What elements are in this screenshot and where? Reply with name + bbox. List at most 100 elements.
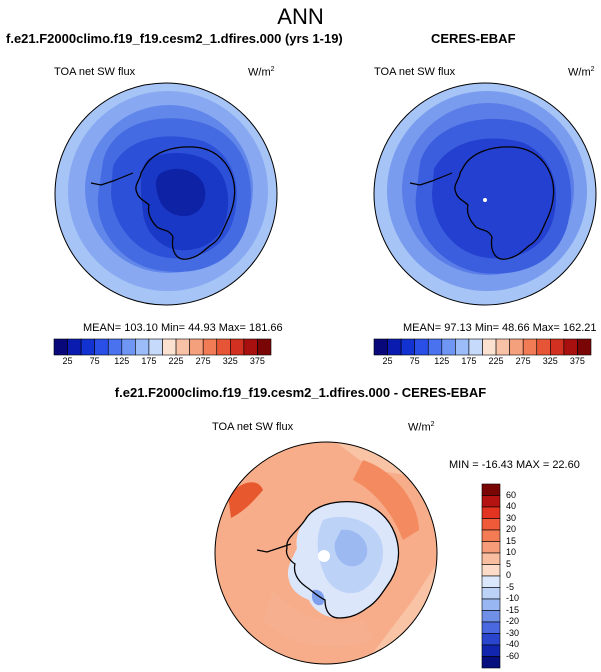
colorbar-tick-label: 375 [249, 356, 265, 366]
diff-variable-label: TOA net SW flux [212, 421, 294, 433]
colorbar-tick-label: 175 [461, 356, 477, 366]
colorbar-tick-label: -30 [506, 627, 520, 638]
diff-polar-map [214, 441, 438, 665]
obs-polar-map [373, 82, 597, 306]
colorbar-swatch [455, 338, 470, 356]
obs-colorbar [373, 338, 592, 356]
colorbar-swatch [481, 575, 501, 588]
colorbar-swatch [481, 541, 501, 554]
colorbar-tick-label: 325 [222, 356, 238, 366]
colorbar-swatch [563, 338, 578, 356]
colorbar-tick-label: -5 [506, 581, 515, 592]
colorbar-swatch [468, 338, 483, 356]
colorbar-tick-label: -15 [506, 604, 520, 615]
model-panel-title: f.e21.F2000climo.f19_f19.cesm2_1.dfires.… [6, 31, 343, 46]
colorbar-tick-label: 5 [506, 558, 512, 569]
colorbar-swatch [481, 483, 501, 496]
colorbar-tick-label: 25 [62, 356, 73, 366]
colorbar-tick-label: 125 [114, 356, 130, 366]
colorbar-swatch [481, 529, 501, 542]
colorbar-swatch [148, 338, 163, 356]
obs-variable-label: TOA net SW flux [374, 66, 456, 78]
colorbar-tick-label: 75 [89, 356, 100, 366]
colorbar-swatch [481, 495, 501, 508]
colorbar-swatch [216, 338, 231, 356]
obs-panel-title: CERES-EBAF [431, 31, 516, 46]
colorbar-swatch [481, 598, 501, 611]
colorbar-swatch [373, 338, 388, 356]
colorbar-tick-label: 275 [515, 356, 531, 366]
colorbar-tick-label: -60 [506, 650, 520, 661]
colorbar-swatch [536, 338, 551, 356]
colorbar-swatch [387, 338, 402, 356]
colorbar-tick-label: -40 [506, 639, 520, 649]
colorbar-swatch [481, 552, 501, 565]
colorbar-swatch [481, 644, 501, 657]
diff-panel-title: f.e21.F2000climo.f19_f19.cesm2_1.dfires.… [114, 385, 487, 400]
colorbar-swatch [67, 338, 82, 356]
model-variable-label: TOA net SW flux [54, 66, 136, 78]
colorbar-tick-label: -20 [506, 616, 520, 626]
colorbar-swatch [481, 587, 501, 600]
colorbar-swatch [121, 338, 136, 356]
colorbar-swatch [94, 338, 109, 356]
colorbar-tick-label: 125 [434, 356, 450, 366]
diff-colorbar-ticks: 60 40 30 20 15 10 5 0 -5 -10 -15 -20 -30 -40 -60 [506, 484, 536, 668]
colorbar-swatch [481, 633, 501, 646]
colorbar-swatch [162, 338, 177, 356]
colorbar-tick-label: 15 [506, 535, 517, 546]
colorbar-swatch [175, 338, 190, 356]
colorbar-tick-label: 10 [506, 547, 517, 557]
colorbar-swatch [482, 338, 497, 356]
colorbar-tick-label: 0 [506, 570, 512, 580]
diff-units-label: W/m2 [408, 421, 435, 434]
colorbar-swatch [107, 338, 123, 356]
colorbar-swatch [189, 338, 204, 356]
colorbar-swatch [80, 338, 95, 356]
colorbar-swatch [441, 338, 456, 356]
model-colorbar-ticks: 25 75 125 175 225 275 325 375 [54, 355, 271, 367]
colorbar-tick-label: 75 [409, 356, 420, 366]
diff-colorbar [481, 483, 501, 669]
colorbar-swatch [550, 338, 565, 356]
model-colorbar [53, 338, 272, 356]
colorbar-swatch [243, 338, 258, 356]
colorbar-tick-label: 375 [569, 356, 585, 366]
colorbar-swatch [414, 338, 429, 356]
colorbar-swatch [522, 338, 538, 356]
colorbar-tick-label: 60 [506, 489, 517, 500]
model-polar-map [54, 82, 278, 306]
colorbar-swatch [481, 518, 501, 531]
colorbar-swatch [495, 338, 510, 356]
colorbar-tick-label: 325 [542, 356, 558, 366]
colorbar-tick-label: 25 [382, 356, 393, 366]
page-title: ANN [277, 4, 324, 29]
colorbar-swatch [481, 564, 501, 577]
colorbar-swatch [481, 656, 501, 669]
colorbar-swatch [481, 506, 501, 519]
obs-stats: MEAN= 97.13 Min= 48.66 Max= 162.21 [403, 322, 597, 334]
model-stats: MEAN= 103.10 Min= 44.93 Max= 181.66 [83, 322, 283, 334]
colorbar-swatch [202, 338, 218, 356]
obs-colorbar-ticks: 25 75 125 175 225 275 325 375 [374, 355, 591, 367]
colorbar-tick-label: 225 [488, 356, 504, 366]
diff-stats: MIN = -16.43 MAX = 22.60 [449, 459, 580, 471]
colorbar-swatch [577, 338, 592, 356]
colorbar-swatch [427, 338, 443, 356]
colorbar-tick-label: 20 [506, 524, 517, 534]
colorbar-swatch [135, 338, 150, 356]
colorbar-tick-label: -10 [506, 593, 520, 603]
colorbar-tick-label: 30 [506, 512, 517, 523]
colorbar-swatch [257, 338, 272, 356]
colorbar-swatch [509, 338, 524, 356]
model-units-label: W/m2 [248, 66, 275, 79]
colorbar-swatch [230, 338, 245, 356]
colorbar-swatch [481, 610, 501, 623]
colorbar-swatch [481, 621, 501, 634]
colorbar-tick-label: 275 [195, 356, 211, 366]
colorbar-tick-label: 175 [141, 356, 157, 366]
colorbar-swatch [53, 338, 68, 356]
colorbar-tick-label: 225 [168, 356, 184, 366]
colorbar-tick-label: 40 [506, 501, 517, 511]
obs-units-label: W/m2 [568, 66, 595, 79]
